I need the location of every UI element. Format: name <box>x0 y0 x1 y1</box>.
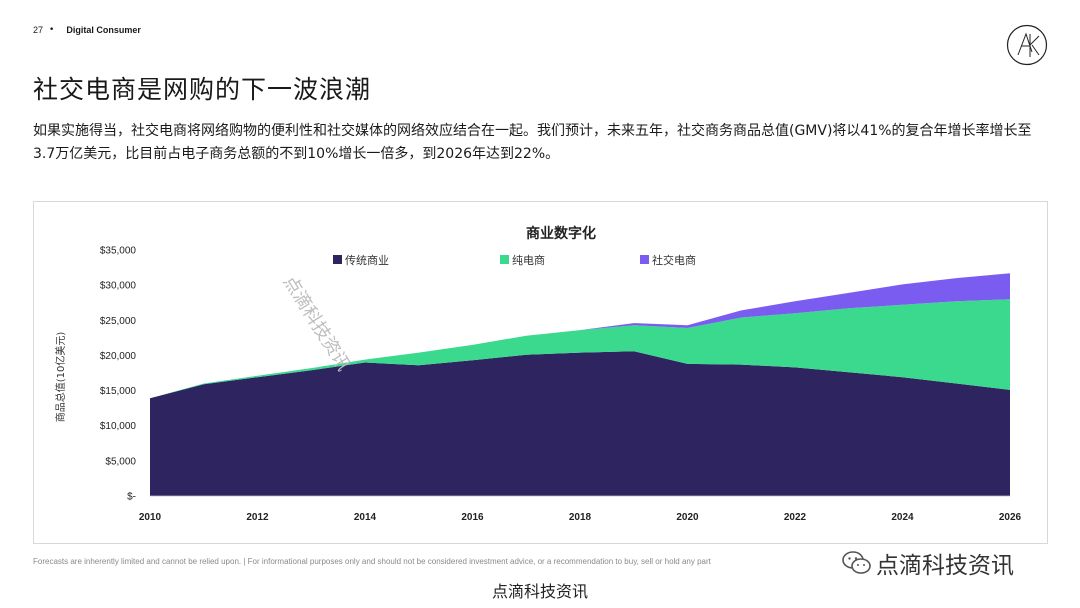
x-tick-labels: 2010 2012 2014 2016 2018 2020 2022 2024 2026 <box>139 512 1022 523</box>
y-tick-label: $10,000 <box>100 421 137 432</box>
y-tick-label: $30,000 <box>100 281 137 292</box>
area-series-0 <box>150 351 1010 496</box>
legend-swatch <box>500 255 509 264</box>
y-axis-label: 商品总值(10亿美元) <box>54 332 67 423</box>
watermark-brand-text: 点滴科技资讯 <box>876 553 1014 579</box>
x-tick-label: 2018 <box>569 512 592 523</box>
header-separator: • <box>49 25 55 35</box>
legend-swatch <box>640 255 649 264</box>
y-tick-label: $25,000 <box>100 316 137 327</box>
chart-legend: 传统商业 纯电商 社交电商 <box>333 253 696 267</box>
legend-label: 传统商业 <box>345 253 389 267</box>
brand-logo-icon <box>1006 24 1048 66</box>
x-tick-label: 2024 <box>891 512 914 523</box>
legend-swatch <box>333 255 342 264</box>
x-tick-label: 2012 <box>246 512 269 523</box>
y-tick-label: $- <box>127 492 136 503</box>
x-tick-label: 2014 <box>354 512 377 523</box>
page-title: 社交电商是网购的下一波浪潮 <box>33 75 372 104</box>
chart-container: $- $5,000 $10,000 $15,000 $20,000 $25,000 $30,… <box>33 201 1048 544</box>
y-tick-label: $15,000 <box>100 386 137 397</box>
area-series-2 <box>150 273 1010 399</box>
chart-areas <box>150 273 1010 496</box>
legend-label: 纯电商 <box>512 253 545 267</box>
area-chart: $- $5,000 $10,000 $15,000 $20,000 $25,000 $30,… <box>54 225 1022 523</box>
section-label: Digital Consumer <box>66 25 141 35</box>
x-tick-label: 2010 <box>139 512 162 523</box>
x-tick-label: 2016 <box>461 512 484 523</box>
y-tick-label: $5,000 <box>105 456 136 467</box>
x-tick-label: 2020 <box>676 512 699 523</box>
disclaimer-text: Forecasts are inherently limited and can… <box>33 557 711 566</box>
page-number: 27 <box>33 25 44 35</box>
y-tick-label: $35,000 <box>100 246 137 257</box>
page-header: 27 • Digital Consumer <box>33 25 141 35</box>
y-tick-label: $20,000 <box>100 351 137 362</box>
watermark-footer: 点滴科技资讯 <box>491 582 588 601</box>
area-series-1 <box>150 299 1010 399</box>
x-tick-label: 2026 <box>999 512 1022 523</box>
legend-label: 社交电商 <box>652 253 696 267</box>
watermark-brand: 点滴科技资讯 <box>838 544 1018 582</box>
intro-paragraph: 如果实施得当，社交电商将网络购物的便利性和社交媒体的网络效应结合在一起。我们预计… <box>33 123 1032 162</box>
wechat-icon <box>842 551 871 574</box>
x-tick-label: 2022 <box>784 512 807 523</box>
y-tick-labels: $- $5,000 $10,000 $15,000 $20,000 $25,000 $30,… <box>100 246 137 503</box>
chart-title: 商业数字化 <box>526 225 596 242</box>
